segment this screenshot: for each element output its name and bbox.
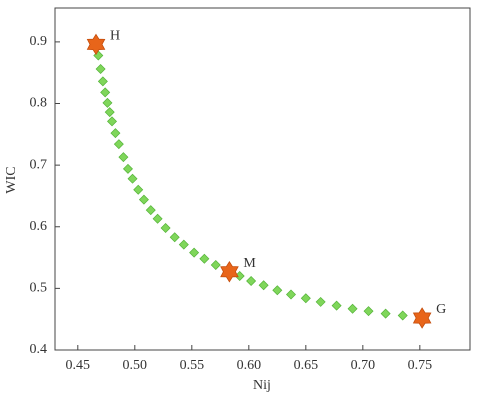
x-tick-label: 0.50	[123, 358, 148, 373]
star-point	[412, 307, 432, 329]
star-point	[220, 260, 239, 283]
x-tick-label: 0.45	[66, 358, 91, 373]
x-tick-label: 0.55	[180, 358, 205, 373]
diamond-point	[110, 128, 121, 139]
diamond-point	[246, 275, 257, 286]
diamond-point	[315, 296, 326, 307]
point-label: H	[110, 29, 120, 44]
diamond-point	[286, 289, 296, 300]
diamond-point	[118, 152, 129, 163]
plot-frame	[54, 7, 471, 351]
x-tick-label: 0.70	[351, 358, 376, 373]
y-tick-label: 0.7	[30, 157, 48, 172]
diamond-point	[107, 116, 118, 127]
diamond-point	[95, 64, 106, 75]
diamond-point	[178, 239, 189, 250]
diamond-point	[169, 232, 180, 243]
diamond-point	[380, 308, 391, 319]
y-tick-label: 0.8	[30, 96, 48, 111]
diamond-point	[210, 259, 221, 270]
diamond-point	[113, 139, 124, 150]
diamond-point	[97, 76, 108, 87]
x-axis-label: Nij	[253, 378, 271, 393]
diamond-point	[331, 300, 342, 311]
y-tick-label: 0.4	[30, 342, 48, 357]
y-tick-label: 0.9	[30, 34, 48, 49]
x-tick-label: 0.60	[237, 358, 262, 373]
diamond-point	[133, 184, 144, 195]
diamond-point	[397, 310, 408, 321]
star-point	[86, 33, 106, 56]
diamond-point	[347, 303, 358, 314]
diamond-point	[104, 107, 115, 118]
point-label: G	[436, 302, 446, 317]
diamond-point	[145, 205, 156, 216]
diamond-point	[258, 280, 269, 291]
y-tick-label: 0.5	[30, 281, 48, 296]
diamond-point	[138, 194, 149, 205]
y-tick-label: 0.6	[30, 219, 48, 234]
diamond-point	[199, 253, 210, 264]
y-axis-label: WIC	[4, 166, 19, 193]
diamond-point	[152, 213, 163, 224]
diamond-point	[272, 285, 283, 296]
point-label: M	[243, 256, 256, 271]
diamond-point	[102, 97, 113, 108]
diamond-point	[122, 163, 133, 174]
diamond-point	[189, 247, 200, 258]
diamond-point	[100, 87, 111, 98]
diamond-point	[160, 222, 171, 233]
x-tick-label: 0.65	[294, 358, 319, 373]
diamond-point	[363, 306, 374, 317]
diamond-point	[127, 173, 138, 184]
x-tick-label: 0.75	[408, 358, 433, 373]
diamond-point	[300, 293, 311, 304]
